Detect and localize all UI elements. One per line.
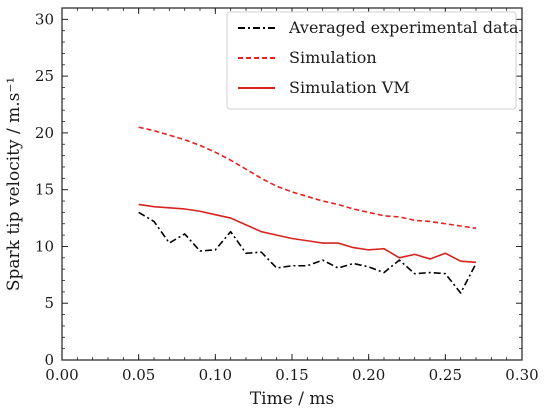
x-tick-label: 0.20 [352,366,385,384]
x-tick-label: 0.00 [45,366,78,384]
legend-label-simulation: Simulation [289,48,377,67]
y-tick-label: 10 [35,237,54,255]
x-tick-label: 0.05 [122,366,155,384]
y-tick-label: 15 [35,181,54,199]
y-tick-label: 25 [35,67,54,85]
legend-label-experimental: Averaged experimental data [288,18,519,37]
legend: Averaged experimental data Simulation Si… [226,11,519,110]
series-line-simulation-vm [138,203,477,264]
y-axis-label: Spark tip velocity / m.s⁻¹ [4,77,24,291]
y-tick-label: 5 [44,294,54,312]
series-lines [138,126,477,294]
axis-ticks: 0.00 0.05 0.10 0.15 0.20 0.25 0.30 0 5 10 15 20 25 30 [35,7,539,384]
legend-label-simulation-vm: Simulation VM [289,78,410,97]
series-line-experimental [138,211,477,294]
x-axis-label: Time / ms [250,389,334,409]
y-tick-label: 30 [35,10,54,28]
legend-box [226,11,517,110]
x-tick-label: 0.25 [429,366,462,384]
x-tick-label: 0.15 [275,366,308,384]
series-line-simulation [138,126,477,230]
y-tick-label: 0 [44,351,54,369]
x-tick-label: 0.30 [505,366,538,384]
y-tick-label: 20 [35,124,54,142]
x-tick-label: 0.10 [199,366,232,384]
